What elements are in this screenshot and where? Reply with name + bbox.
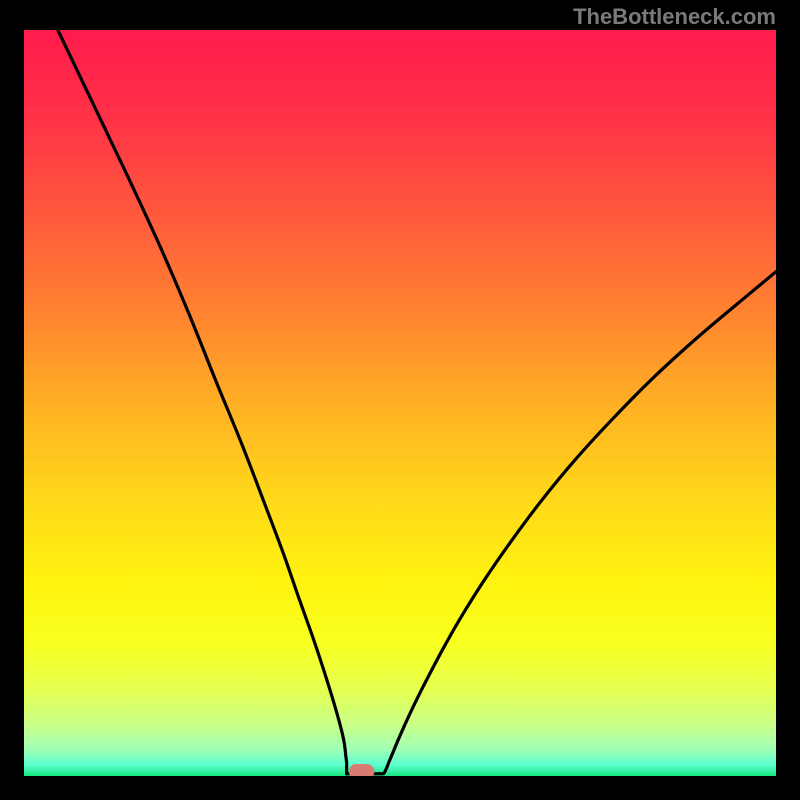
gradient-background xyxy=(24,30,776,776)
optimal-marker xyxy=(349,764,375,776)
watermark-label: TheBottleneck.com xyxy=(573,4,776,30)
plot-area xyxy=(24,30,776,776)
chart-frame: TheBottleneck.com xyxy=(0,0,800,800)
plot-svg xyxy=(24,30,776,776)
